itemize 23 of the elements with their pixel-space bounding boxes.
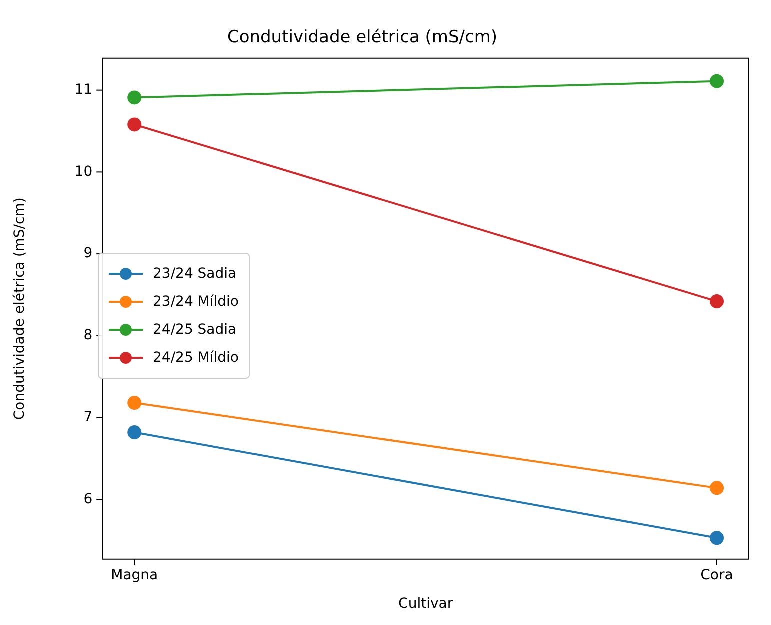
point <box>710 74 724 88</box>
legend-label: 23/24 Sadia <box>153 266 237 282</box>
point <box>710 294 724 309</box>
point <box>128 118 142 132</box>
chart-title: Condutividade elétrica (mS/cm) <box>227 28 498 48</box>
legend-label: 24/25 Sadia <box>153 322 237 338</box>
y-tick-label: 8 <box>84 328 93 344</box>
x-axis-title: Cultivar <box>398 596 454 612</box>
y-tick-label: 10 <box>74 164 93 180</box>
x-tick-label: Magna <box>111 567 158 584</box>
y-tick-label: 7 <box>84 409 93 426</box>
point <box>128 396 142 410</box>
point <box>710 481 724 496</box>
y-tick-label: 6 <box>84 491 93 508</box>
point <box>128 426 142 440</box>
legend-label: 24/25 Míldio <box>153 350 239 366</box>
y-tick-label: 9 <box>84 246 93 262</box>
y-axis-title: Condutividade elétrica (mS/cm) <box>12 198 28 420</box>
y-tick-label: 11 <box>74 82 93 98</box>
point <box>710 531 724 546</box>
x-tick-label: Cora <box>700 567 734 584</box>
legend-label: 23/24 Míldio <box>153 294 239 310</box>
point <box>128 90 142 105</box>
